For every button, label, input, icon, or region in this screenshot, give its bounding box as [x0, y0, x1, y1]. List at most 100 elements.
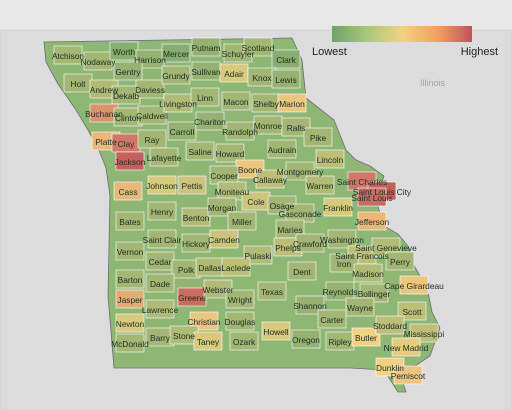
county-shape-montgomery[interactable] — [285, 161, 315, 181]
county-shape-pulaski[interactable] — [243, 245, 273, 265]
county-label-johnson: Johnson — [146, 181, 178, 191]
county-shape-perry[interactable] — [385, 251, 415, 271]
county-shape-wayne[interactable] — [345, 297, 375, 317]
county-label-ripley: Ripley — [328, 337, 352, 347]
county-shape-camden[interactable] — [209, 229, 239, 249]
county-shape-stoddard[interactable] — [375, 315, 405, 335]
county-label-dunklin: Dunklin — [376, 363, 404, 373]
county-shape-grundy[interactable] — [161, 65, 191, 85]
county-shape-morgan[interactable] — [207, 197, 237, 217]
legend-high-label: Highest — [460, 46, 498, 58]
county-shape-benton[interactable] — [181, 207, 211, 227]
county-shape-cass[interactable] — [113, 181, 143, 201]
county-shape-clark[interactable] — [271, 49, 301, 69]
county-label-carroll: Carroll — [170, 127, 195, 137]
county-shape-johnson[interactable] — [147, 175, 177, 195]
county-label-oregon: Oregon — [292, 335, 320, 345]
county-shape-callaway[interactable] — [255, 169, 285, 189]
county-shape-pemiscot[interactable] — [393, 365, 423, 385]
county-shape-ralls[interactable] — [281, 117, 311, 137]
county-shape-christian[interactable] — [189, 311, 219, 331]
county-shape-lafayette[interactable] — [149, 147, 179, 167]
county-shape-lewis[interactable] — [271, 69, 301, 89]
county-shape-macon[interactable] — [221, 91, 251, 111]
county-shape-mississippi[interactable] — [409, 323, 439, 343]
county-shape-oregon[interactable] — [291, 329, 321, 349]
county-shape-dent[interactable] — [287, 261, 317, 281]
county-shape-miller[interactable] — [227, 211, 257, 231]
county-label-cedar: Cedar — [149, 257, 172, 267]
county-label-sullivan: Sullivan — [191, 67, 221, 77]
county-shape-carroll[interactable] — [167, 121, 197, 141]
county-shape-lawrence[interactable] — [145, 299, 175, 319]
county-shape-saint-clair[interactable] — [147, 229, 177, 249]
county-shape-newton[interactable] — [115, 313, 145, 333]
county-shape-saline[interactable] — [185, 141, 215, 161]
county-shape-new-madrid[interactable] — [391, 337, 421, 357]
county-shape-crawford[interactable] — [295, 233, 325, 253]
county-shape-scotland[interactable] — [243, 37, 273, 57]
county-shape-webster[interactable] — [203, 279, 233, 299]
county-shape-carter[interactable] — [317, 309, 347, 329]
county-shape-shannon[interactable] — [295, 295, 325, 315]
county-shape-butler[interactable] — [351, 327, 381, 347]
county-label-lafayette: Lafayette — [147, 153, 182, 163]
county-shape-atchison[interactable] — [53, 45, 83, 65]
county-label-maries: Maries — [277, 225, 302, 235]
county-shape-lincoln[interactable] — [315, 149, 345, 169]
county-shape-taney[interactable] — [193, 331, 223, 351]
county-label-platte: Platte — [95, 137, 117, 147]
county-shape-ozark[interactable] — [229, 331, 259, 351]
county-shape-saint-louis[interactable] — [357, 187, 387, 207]
county-shape-reynolds[interactable] — [325, 281, 355, 301]
county-label-stoddard: Stoddard — [373, 321, 407, 331]
county-label-moniteau: Moniteau — [215, 187, 250, 197]
county-shape-gentry[interactable] — [113, 61, 143, 81]
county-shape-pettis[interactable] — [177, 175, 207, 195]
county-label-mississippi: Mississippi — [404, 329, 445, 339]
county-shape-wright[interactable] — [225, 289, 255, 309]
county-shape-scott[interactable] — [397, 301, 427, 321]
county-shape-pike[interactable] — [303, 127, 333, 147]
county-shape-franklin[interactable] — [323, 197, 353, 217]
county-label-greene: Greene — [178, 293, 206, 303]
county-label-holt: Holt — [71, 79, 87, 89]
county-shape-audrain[interactable] — [267, 139, 297, 159]
county-shape-douglas[interactable] — [225, 311, 255, 331]
county-label-camden: Camden — [208, 235, 240, 245]
county-shape-jackson[interactable] — [115, 151, 145, 171]
county-shape-chariton[interactable] — [195, 111, 225, 131]
county-shape-iron[interactable] — [329, 253, 359, 273]
county-shape-putnam[interactable] — [191, 37, 221, 57]
county-shape-jasper[interactable] — [115, 289, 145, 309]
county-label-andrew: Andrew — [90, 85, 119, 95]
county-shape-bates[interactable] — [115, 211, 145, 231]
county-shape-nodaway[interactable] — [83, 51, 113, 71]
county-shape-mcdonald[interactable] — [115, 333, 145, 353]
county-shape-marion[interactable] — [277, 93, 307, 113]
county-shape-jefferson[interactable] — [357, 211, 387, 231]
county-shape-daviess[interactable] — [135, 79, 165, 99]
county-shape-linn[interactable] — [190, 87, 220, 107]
county-label-cole: Cole — [247, 197, 265, 207]
county-shape-henry[interactable] — [147, 201, 177, 221]
county-shape-mercer[interactable] — [161, 43, 191, 63]
county-shape-caldwell[interactable] — [137, 105, 167, 125]
county-shape-warren[interactable] — [305, 175, 335, 195]
county-label-wayne: Wayne — [347, 303, 373, 313]
county-shape-barton[interactable] — [115, 269, 145, 289]
county-shape-texas[interactable] — [257, 281, 287, 301]
county-shape-howell[interactable] — [261, 321, 291, 341]
county-shape-vernon[interactable] — [115, 241, 145, 261]
county-shape-dade[interactable] — [145, 273, 175, 293]
county-label-polk: Polk — [178, 265, 195, 275]
county-label-morgan: Morgan — [208, 203, 237, 213]
county-label-ralls: Ralls — [287, 123, 306, 133]
county-label-new-madrid: New Madrid — [384, 343, 429, 353]
county-shape-laclede[interactable] — [221, 257, 251, 277]
county-shape-cape-girardeau[interactable] — [399, 275, 429, 295]
county-shape-howard[interactable] — [215, 143, 245, 163]
county-shape-washington[interactable] — [327, 229, 357, 249]
county-shape-madison[interactable] — [353, 263, 383, 283]
county-label-clay: Clay — [118, 139, 136, 149]
